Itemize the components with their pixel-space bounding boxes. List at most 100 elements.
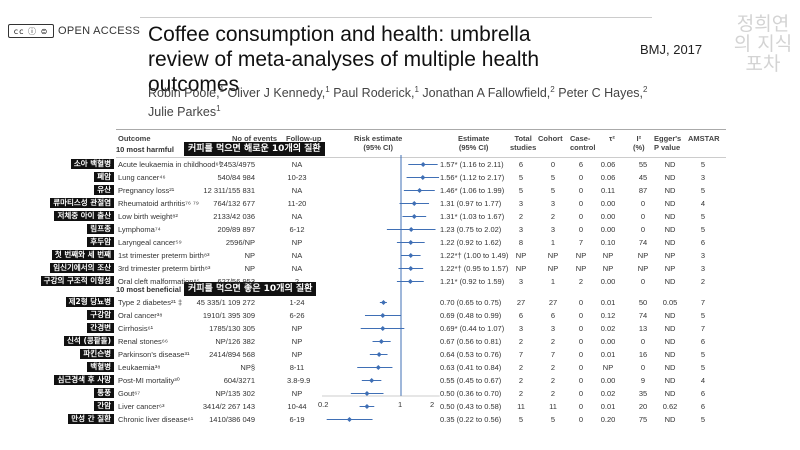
cell-cc: 0: [578, 186, 584, 195]
cell-i2: 35: [638, 389, 648, 398]
cell-i2: 9: [640, 376, 646, 385]
author-affiliation: 2: [550, 85, 555, 94]
korean-label-wrap: 백혈병: [0, 361, 114, 374]
cell-amstar: 6: [700, 402, 706, 411]
cell-outcome: Type 2 diabetes²¹ ‡: [118, 298, 183, 307]
cell-egger: ND: [664, 212, 676, 221]
korean-disease-label: 후두암: [87, 237, 114, 247]
korean-label-wrap: 신석 (콩팥돌): [0, 335, 114, 348]
cell-events: 12 311/155 831: [203, 186, 255, 195]
cell-followup: 8-11: [289, 363, 305, 372]
cell-egger: 0.05: [662, 298, 678, 307]
point-estimate-marker: [375, 365, 381, 370]
cell-estimate: 0.50 (0.43 to 0.58): [440, 402, 502, 411]
cell-events: 209/89 897: [217, 225, 255, 234]
table-row: 림프종 Lymphoma⁷⁴ 209/89 897 6-12 1.23 (0.75 to…: [0, 223, 800, 236]
author-affiliation: 1: [325, 85, 330, 94]
section-beneficial-label: 커피를 먹으면 좋은 10개의 질환: [184, 282, 317, 296]
korean-disease-label: 백혈병: [87, 362, 114, 372]
cell-studies: 3: [518, 199, 524, 208]
cell-tau: 0.00: [600, 337, 616, 346]
author-name: Oliver J Kennedy,: [227, 86, 326, 101]
cell-cc: 0: [578, 337, 584, 346]
korean-disease-label: 폐암: [94, 172, 114, 182]
cell-estimate: 0.55 (0.45 to 0.67): [440, 376, 502, 385]
cell-tau: NP: [602, 363, 614, 372]
cell-tau: 0.20: [600, 415, 616, 424]
cell-studies: NP: [515, 264, 527, 273]
section-harmful-title: 10 most harmful: [116, 145, 174, 154]
cell-outcome: Liver cancer⁶³: [118, 402, 165, 411]
cell-amstar: 2: [700, 277, 706, 286]
cell-amstar: 5: [700, 186, 706, 195]
cell-amstar: 5: [700, 212, 706, 221]
cell-estimate: 1.46* (1.06 to 1.99): [440, 186, 505, 195]
cell-events: 2414/894 568: [209, 350, 255, 359]
cell-cc: 0: [578, 363, 584, 372]
cell-studies: 11: [517, 402, 525, 411]
col-i2: I² (%): [633, 134, 645, 152]
cell-studies: NP: [515, 251, 527, 260]
korean-disease-label: 신석 (콩팥돌): [64, 336, 114, 346]
cell-events: 540/84 984: [217, 173, 255, 182]
col-events: No of events: [232, 134, 278, 143]
point-estimate-marker: [407, 279, 413, 284]
cell-amstar: 5: [700, 311, 706, 320]
korean-label-wrap: 제2형 당뇨병: [0, 296, 114, 309]
cell-tau: 0.00: [600, 225, 616, 234]
cell-followup: NA: [291, 186, 303, 195]
cell-tau: 0.00: [600, 199, 616, 208]
table-row: 만성 간 질환 Chronic liver disease⁶¹ 1410/386 0…: [0, 413, 800, 426]
cell-outcome: Parkinson's disease³¹: [118, 350, 190, 359]
korean-disease-label: 통풍: [94, 388, 114, 398]
cell-cohort: 2: [550, 337, 556, 346]
korean-label-wrap: 폐암: [0, 171, 114, 184]
cell-cohort: 0: [550, 160, 556, 169]
cell-outcome: 3rd trimester preterm birth⁸³: [118, 264, 211, 273]
cell-cohort: 1: [550, 277, 556, 286]
cell-followup: NP: [291, 324, 303, 333]
cell-i2: 45: [638, 173, 648, 182]
cell-cc: 6: [578, 160, 584, 169]
cell-cc: 0: [578, 311, 584, 320]
cell-events: 2133/42 036: [213, 212, 255, 221]
channel-watermark: 정희연의 지식포차: [733, 13, 793, 75]
cell-cc: 0: [578, 324, 584, 333]
cell-followup: NP: [291, 389, 303, 398]
table-row: 통풍 Gout⁶⁷ NP/135 302 NP 0.50 (0.36 to 0.70) 2…: [0, 387, 800, 400]
cell-estimate: 0.70 (0.65 to 0.75): [440, 298, 502, 307]
col-outcome: Outcome: [118, 134, 151, 143]
korean-label-wrap: 파킨슨병: [0, 348, 114, 361]
cell-cohort: 5: [550, 415, 556, 424]
cell-i2: 74: [638, 311, 648, 320]
point-estimate-marker: [364, 404, 370, 409]
cell-events: NP/126 382: [215, 337, 255, 346]
cell-amstar: 4: [700, 376, 706, 385]
cell-events: NP§: [240, 363, 255, 372]
korean-label-wrap: 임신기에서의 조산: [0, 262, 114, 275]
cell-i2: NP: [637, 251, 649, 260]
cell-cohort: 11: [549, 402, 557, 411]
table-top-rule: [116, 129, 726, 130]
cell-estimate: 1.31* (1.03 to 1.67): [440, 212, 505, 221]
cell-followup: NP: [291, 337, 303, 346]
cell-followup: 6-12: [289, 225, 305, 234]
cell-cohort: 6: [550, 311, 556, 320]
cell-studies: 3: [518, 225, 524, 234]
cell-egger: ND: [664, 186, 676, 195]
cell-studies: 2: [518, 363, 524, 372]
table-header: Outcome No of events Follow-up Risk esti…: [116, 130, 726, 160]
cell-outcome: Lung cancer⁴⁶: [118, 173, 166, 182]
cell-i2: NP: [637, 264, 649, 273]
cell-amstar: 5: [700, 350, 706, 359]
korean-label-wrap: 만성 간 질환: [0, 413, 114, 426]
point-estimate-marker: [380, 300, 386, 305]
col-risk: Risk estimate (95% CI): [354, 134, 403, 152]
cell-cohort: 7: [550, 350, 556, 359]
point-estimate-marker: [408, 266, 414, 271]
table-row: 임신기에서의 조산 3rd trimester preterm birth⁸³ NP…: [0, 262, 800, 275]
cell-tau: 0.12: [600, 311, 616, 320]
cell-amstar: 6: [700, 238, 706, 247]
cell-cc: 7: [578, 238, 584, 247]
cell-i2: 0: [640, 277, 646, 286]
